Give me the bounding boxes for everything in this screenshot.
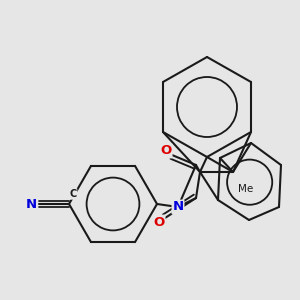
Text: N: N	[26, 197, 37, 211]
Text: Me: Me	[238, 184, 253, 194]
Text: C: C	[69, 189, 76, 199]
Text: O: O	[160, 145, 172, 158]
Text: O: O	[153, 215, 165, 229]
Text: N: N	[172, 200, 184, 214]
